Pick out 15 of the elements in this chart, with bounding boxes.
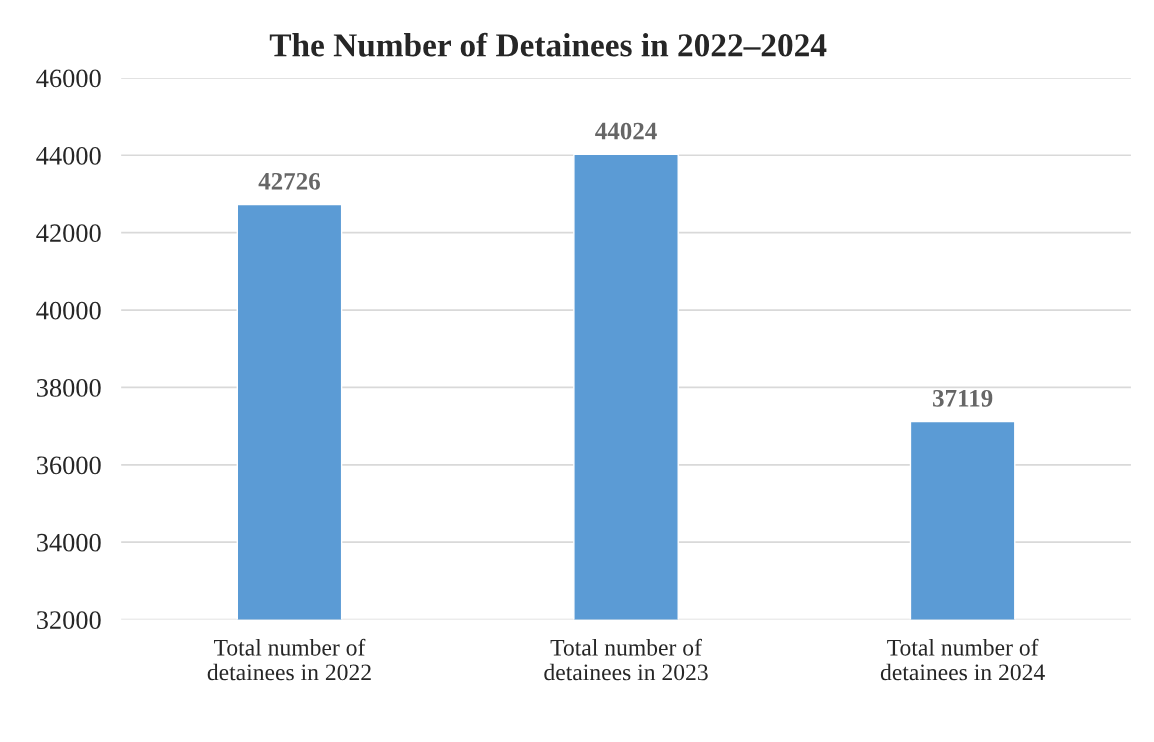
y-tick-label: 36000 xyxy=(37,456,101,475)
y-tick-label: 34000 xyxy=(37,533,101,552)
y-tick-label: 38000 xyxy=(37,379,101,397)
x-tick-label: Total number of detainees in 2022 xyxy=(207,638,371,681)
x-tick-label: Total number of detainees in 2023 xyxy=(544,638,708,681)
y-tick-label: 32000 xyxy=(37,611,101,629)
y-tick-label: 46000 xyxy=(36,69,101,88)
y-tick-label: 44000 xyxy=(36,146,101,165)
x-tick-label: Total number of detainees in 2024 xyxy=(880,638,1045,681)
chart-title: The Number of Detainees in 2022–2024 xyxy=(269,32,827,57)
y-tick-label: 42000 xyxy=(36,224,101,243)
data-label: 44024 xyxy=(595,122,657,140)
y-tick-label: 40000 xyxy=(36,301,101,320)
data-label: 37119 xyxy=(933,389,993,407)
data-label: 42726 xyxy=(258,172,320,190)
